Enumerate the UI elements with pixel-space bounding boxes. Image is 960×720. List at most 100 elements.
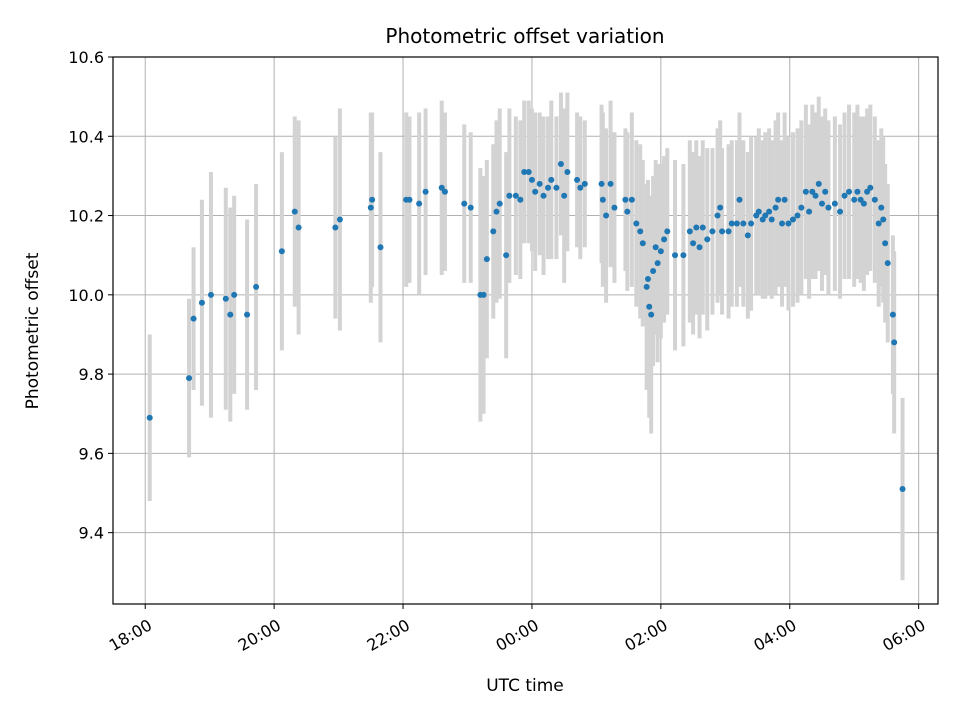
data-point [818, 200, 825, 207]
y-tick-label: 9.4 [79, 524, 104, 543]
data-point [654, 260, 661, 267]
data-point [672, 252, 679, 259]
data-point [733, 220, 740, 227]
data-point [815, 180, 822, 187]
data-point [740, 220, 747, 227]
x-tick-label: 06:00 [879, 615, 928, 655]
data-point [748, 220, 755, 227]
plot-frame [112, 56, 939, 605]
data-point [611, 204, 618, 211]
data-point [624, 208, 631, 215]
data-point [577, 184, 584, 191]
data-point [775, 196, 782, 203]
data-point [831, 200, 838, 207]
y-tick-label: 10.4 [68, 127, 104, 146]
data-point [545, 184, 552, 191]
data-point [686, 228, 693, 235]
data-point [367, 204, 374, 211]
data-point [416, 200, 423, 207]
data-point [899, 486, 906, 493]
data-point [704, 236, 711, 243]
data-point [851, 196, 858, 203]
data-point [369, 196, 376, 203]
x-tick-label: 02:00 [621, 615, 670, 655]
data-point [867, 184, 874, 191]
y-tick-label: 9.8 [79, 365, 104, 384]
data-point [253, 283, 260, 290]
data-point [186, 375, 193, 382]
data-point [222, 295, 229, 302]
data-point [789, 216, 796, 223]
data-point [846, 188, 853, 195]
data-point [512, 192, 519, 199]
data-point [736, 196, 743, 203]
data-point [406, 196, 413, 203]
data-point [696, 244, 703, 251]
x-tick-label: 00:00 [493, 615, 542, 655]
data-point [779, 220, 786, 227]
data-point [781, 196, 788, 203]
data-point [884, 260, 891, 267]
data-point [332, 224, 339, 231]
data-point [461, 200, 468, 207]
data-point [622, 196, 629, 203]
y-tick-label: 10.2 [68, 207, 104, 226]
data-point [528, 176, 535, 183]
data-point [244, 311, 251, 318]
x-tick-label: 22:00 [364, 615, 413, 655]
data-point [806, 208, 813, 215]
data-point [661, 236, 668, 243]
data-points [146, 161, 906, 493]
data-point [490, 228, 497, 235]
y-tick-label: 10.6 [68, 48, 104, 67]
data-point [714, 212, 721, 219]
x-axis-ticks: 18:00 20:00 22:00 00:00 02:00 04:00 06:00 [106, 604, 929, 655]
data-point [536, 180, 543, 187]
data-point [650, 268, 657, 275]
data-point [227, 311, 234, 318]
data-point [637, 228, 644, 235]
data-point [574, 176, 581, 183]
data-point [646, 303, 653, 310]
y-axis-label: Photometric offset [23, 252, 43, 409]
data-point [643, 283, 650, 290]
data-point [603, 212, 610, 219]
data-point [532, 188, 539, 195]
data-point [680, 252, 687, 259]
data-point [525, 168, 532, 175]
x-axis-label: UTC time [486, 676, 564, 696]
data-point [644, 275, 651, 282]
data-point [755, 208, 762, 215]
data-point [377, 244, 384, 251]
data-point [607, 180, 614, 187]
x-tick-label: 20:00 [235, 615, 284, 655]
data-point [557, 161, 564, 168]
data-point [422, 188, 429, 195]
data-point [652, 244, 659, 251]
data-point [599, 196, 606, 203]
data-point [837, 208, 844, 215]
data-point [336, 216, 343, 223]
data-point [717, 204, 724, 211]
data-point [295, 224, 302, 231]
data-point [825, 204, 832, 211]
chart-title: Photometric offset variation [385, 24, 664, 48]
data-point [860, 200, 867, 207]
data-point [517, 196, 524, 203]
data-point [854, 188, 861, 195]
data-point [564, 168, 571, 175]
x-tick-label: 04:00 [750, 615, 799, 655]
data-point [291, 208, 298, 215]
data-point [664, 228, 671, 235]
data-point [598, 180, 605, 187]
y-tick-label: 10.0 [68, 286, 104, 305]
data-point [521, 168, 528, 175]
data-point [864, 188, 871, 195]
data-point [231, 291, 238, 298]
data-point [794, 212, 801, 219]
data-point [540, 192, 547, 199]
data-point [690, 240, 697, 247]
data-point [493, 208, 500, 215]
data-point [548, 176, 555, 183]
data-point [648, 311, 655, 318]
